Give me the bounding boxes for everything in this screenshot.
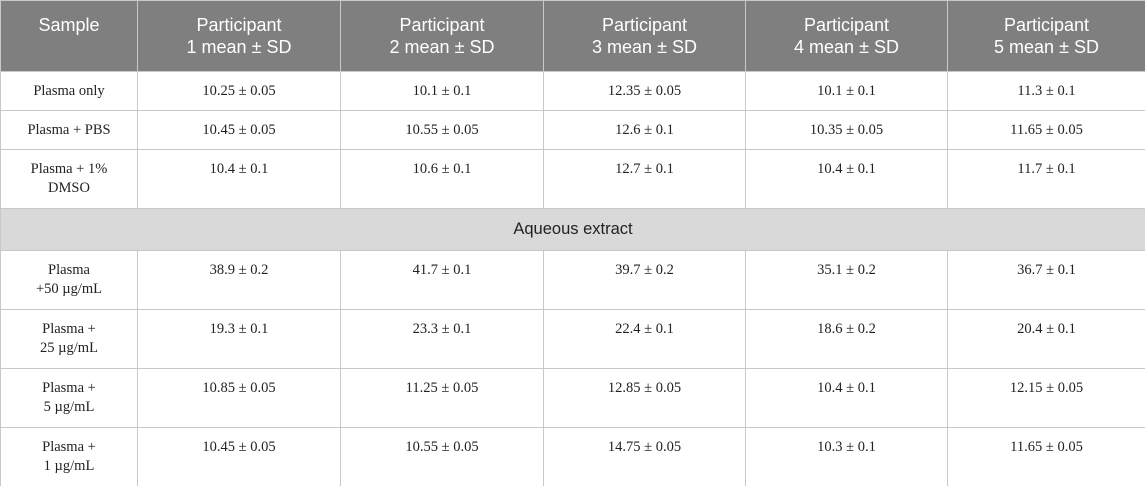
value-cell: 11.65 ± 0.05 [947,427,1145,486]
table-row: Plasma + 1% DMSO 10.4 ± 0.1 10.6 ± 0.1 12.7 … [0,149,1145,209]
value-cell: 10.4 ± 0.1 [137,149,341,209]
table-row: Plasma +5 µg/mL 10.85 ± 0.05 11.25 ± 0.05 1… [0,368,1145,428]
value-cell: 36.7 ± 0.1 [947,250,1145,310]
sample-cell: Plasma + 5 µg/mL [0,368,138,428]
sample-text: DMSO [48,180,90,196]
value-cell: 11.25 ± 0.05 [340,368,544,428]
header-text: Participant [399,15,485,35]
sample-cell: Plasma only [0,71,138,111]
header-cell: Participant 3 mean ± SD [543,0,746,72]
header-text: 3 mean ± SD [592,37,697,57]
value-cell: 12.15 ± 0.05 [947,368,1145,428]
header-cell: Participant 5 mean ± SD [947,0,1145,72]
header-text: Participant [1003,15,1090,35]
sample-text: Plasma + PBS [27,122,111,138]
value-cell: 10.55 ± 0.05 [340,110,544,150]
header-text: Participant [803,15,890,35]
value-cell: 10.45 ± 0.05 [137,110,341,150]
sample-text: +50 µg/mL [35,281,103,297]
sample-cell: Plasma + 1% DMSO [0,149,138,209]
value-cell: 39.7 ± 0.2 [543,250,746,310]
sample-text: Plasma + [42,380,96,396]
sample-cell: Plasma + PBS [0,110,138,150]
value-cell: 35.1 ± 0.2 [745,250,948,310]
sample-text: Plasma + 1% [30,161,108,177]
header-text: 2 mean ± SD [389,37,495,57]
header-cell: Participant 2 mean ± SD [340,0,544,72]
header-text: 5 mean ± SD [994,37,1099,57]
value-cell: 20.4 ± 0.1 [947,309,1145,369]
value-cell: 12.6 ± 0.1 [543,110,746,150]
value-cell: 12.7 ± 0.1 [543,149,746,209]
value-cell: 10.6 ± 0.1 [340,149,544,209]
table-row: Plasma + 25 µg/mL 19.3 ± 0.1 23.3 ± 0.1 22.4… [0,309,1145,369]
sample-text: Plasma + [42,321,96,337]
header-row: Sample Participant 1 mean ± SD Participant 2… [0,0,1145,72]
table-row: Plasma + PBS 10.45 ± 0.05 10.55 ± 0.05 12.6… [0,110,1145,150]
value-cell: 10.55 ± 0.05 [340,427,544,486]
value-cell: 11.65 ± 0.05 [947,110,1145,150]
value-cell: 11.7 ± 0.1 [947,149,1145,209]
value-cell: 10.3 ± 0.1 [745,427,948,486]
header-text: 4 mean ± SD [794,37,899,57]
value-cell: 10.4 ± 0.1 [745,368,948,428]
value-cell: 41.7 ± 0.1 [340,250,544,310]
value-cell: 12.35 ± 0.05 [543,71,746,111]
value-cell: 10.1 ± 0.1 [745,71,948,111]
value-cell: 38.9 ± 0.2 [137,250,341,310]
value-cell: 10.1 ± 0.1 [340,71,544,111]
table-body: Plasma only 10.25 ± 0.05 10.1 ± 0.1 12.35 ±… [0,71,1145,486]
value-cell: 10.85 ± 0.05 [137,368,341,428]
value-cell: 10.35 ± 0.05 [745,110,948,150]
value-cell: 10.45 ± 0.05 [137,427,341,486]
header-text: Participant [196,15,282,35]
sample-cell: Plasma + 1 µg/mL [0,427,138,486]
value-cell: 23.3 ± 0.1 [340,309,544,369]
section-cell: Aqueous extract [0,208,1145,251]
value-cell: 12.85 ± 0.05 [543,368,746,428]
sample-text: Plasma only [33,83,105,99]
header-cell: Participant 4 mean ± SD [745,0,948,72]
value-cell: 14.75 ± 0.05 [543,427,746,486]
header-cell: Participant 1 mean ± SD [137,0,341,72]
value-cell: 10.4 ± 0.1 [745,149,948,209]
header-text: Sample [38,15,100,35]
sample-text: Plasma + [42,439,96,455]
header-text: 1 mean ± SD [186,37,292,57]
sample-text: 1 µg/mL [43,458,95,474]
value-cell: 10.25 ± 0.05 [137,71,341,111]
sample-cell: Plasma + 25 µg/mL [0,309,138,369]
sample-text: 25 µg/mL [40,340,98,356]
value-cell: 22.4 ± 0.1 [543,309,746,369]
table-row: Plasma +1 µg/mL 10.45 ± 0.05 10.55 ± 0.05 1… [0,427,1145,486]
table-row: Plasma only 10.25 ± 0.05 10.1 ± 0.1 12.35 ±… [0,71,1145,111]
section-row: Aqueous extract [0,208,1145,251]
value-cell: 18.6 ± 0.2 [745,309,948,369]
table-row: Plasma +50 µg/mL 38.9 ± 0.2 41.7 ± 0.1 39.7 … [0,250,1145,310]
value-cell: 19.3 ± 0.1 [137,309,341,369]
sample-text: 5 µg/mL [43,399,95,415]
header-cell: Sample [0,0,138,72]
sample-text: Plasma [48,262,90,278]
header-text: Participant [601,15,688,35]
value-cell: 11.3 ± 0.1 [947,71,1145,111]
sample-cell: Plasma +50 µg/mL [0,250,138,310]
